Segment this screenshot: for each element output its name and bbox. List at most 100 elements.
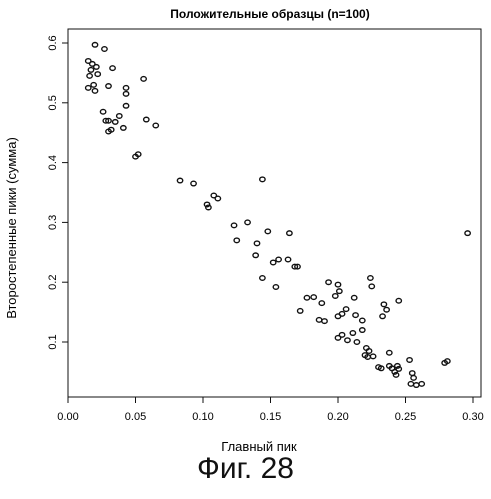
data-point (214, 195, 222, 202)
x-tick-label: 0.15 (260, 411, 281, 423)
data-point (122, 102, 130, 109)
x-tick-label: 0.30 (462, 411, 483, 423)
data-point (385, 349, 393, 356)
data-point (94, 71, 102, 78)
figure-caption: Фиг. 28 (197, 452, 294, 485)
y-tick-label: 0.4 (47, 155, 59, 170)
data-point (105, 117, 112, 124)
y-tick-label: 0.5 (47, 95, 59, 110)
x-tick-label: 0.10 (192, 411, 213, 423)
data-point (84, 57, 92, 64)
data-point (334, 281, 342, 288)
data-point (102, 117, 110, 124)
data-point (464, 230, 471, 237)
y-axis: 0.1 0.2 0.3 0.4 0.5 0.6 (47, 35, 68, 350)
data-point (310, 294, 318, 301)
data-point (142, 116, 150, 123)
data-point (385, 362, 393, 369)
data-point (350, 294, 358, 301)
data-point (392, 371, 400, 378)
data-point (291, 263, 299, 270)
data-point (140, 75, 148, 82)
data-point (391, 368, 399, 375)
data-point (233, 237, 241, 244)
data-point (284, 256, 292, 263)
y-tick-label: 0.2 (47, 275, 59, 290)
data-point (111, 118, 119, 125)
data-point (119, 124, 127, 131)
data-point (358, 317, 366, 324)
data-point (87, 66, 95, 73)
data-point (377, 365, 385, 372)
data-point (210, 192, 218, 199)
data-point (203, 201, 211, 208)
data-point (269, 259, 277, 266)
data-point (353, 339, 361, 346)
data-point (344, 337, 351, 344)
data-point (379, 313, 386, 320)
data-point (190, 180, 197, 187)
y-tick-label: 0.1 (47, 334, 59, 349)
data-point (338, 310, 346, 317)
y-axis-label: Второстепенные пики (сумма) (4, 137, 19, 319)
data-point (152, 122, 160, 129)
data-point (325, 279, 332, 286)
y-tick-label: 0.6 (47, 35, 59, 50)
data-point (443, 358, 451, 365)
data-point (395, 365, 403, 372)
data-point (365, 347, 373, 354)
data-point (122, 90, 130, 97)
x-axis-label: Главный пик (221, 439, 297, 454)
data-point (91, 41, 99, 48)
data-point (380, 301, 388, 308)
data-point (296, 307, 304, 314)
data-point (275, 256, 282, 263)
data-point (272, 283, 280, 290)
data-point (349, 330, 357, 337)
data-point (88, 60, 96, 67)
x-tick-label: 0.00 (57, 411, 78, 423)
data-point (134, 151, 142, 158)
data-point (407, 380, 415, 387)
data-point (338, 331, 346, 338)
x-tick-label: 0.20 (327, 411, 348, 423)
data-point (90, 81, 98, 88)
data-point (258, 176, 266, 183)
x-tick-label: 0.05 (125, 411, 146, 423)
data-point (335, 288, 343, 295)
data-point (358, 327, 366, 334)
data-point (84, 84, 92, 91)
plot-frame (67, 28, 482, 398)
data-point (395, 297, 403, 304)
data-point (410, 374, 417, 381)
y-tick-label: 0.3 (47, 215, 59, 230)
data-point (393, 362, 401, 369)
data-point (331, 292, 339, 299)
data-point (321, 318, 328, 325)
x-tick-label: 0.25 (395, 411, 416, 423)
chart-title: Положительные образцы (n=100) (170, 7, 369, 21)
data-point (115, 112, 123, 119)
data-point (408, 370, 416, 377)
data-point (406, 356, 413, 363)
data-point (252, 252, 260, 259)
data-point (368, 283, 376, 290)
data-point (109, 65, 116, 72)
data-point (334, 334, 342, 341)
data-point (318, 300, 326, 307)
data-point (230, 222, 238, 229)
data-point (105, 128, 112, 135)
data-point (264, 228, 272, 235)
data-point (342, 306, 350, 313)
data-point (412, 382, 420, 389)
data-point (204, 204, 212, 211)
data-point (86, 72, 94, 79)
data-point (122, 84, 130, 91)
data-point (253, 240, 261, 247)
data-point (92, 63, 100, 70)
data-point (244, 219, 251, 226)
data-point (176, 177, 184, 184)
data-point (315, 316, 323, 323)
x-axis: 0.00 0.05 0.10 0.15 0.20 0.25 0.30 (57, 397, 484, 423)
